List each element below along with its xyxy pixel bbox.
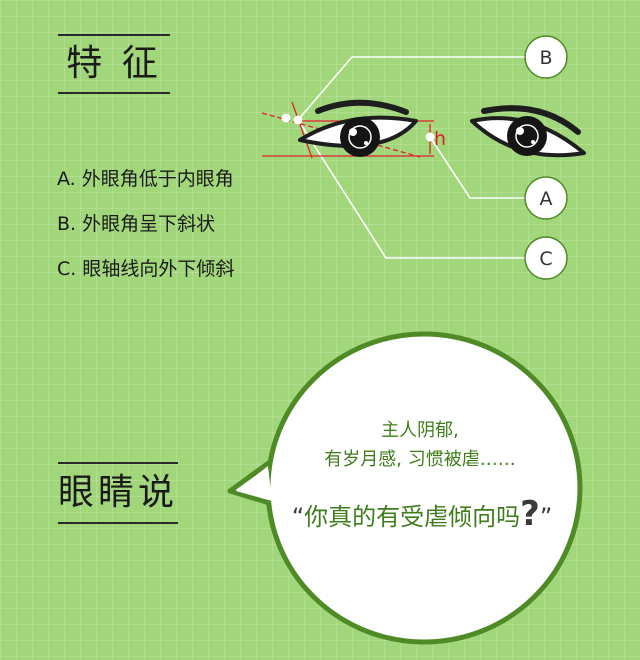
marker-point-3 <box>425 132 435 142</box>
point-markers <box>281 113 435 142</box>
feature-item-b: B. 外眼角呈下斜状 <box>57 213 216 235</box>
bubble-line-1: 主人阴郁, <box>381 420 459 441</box>
badge-b: B <box>524 35 568 79</box>
feature-item-c: C. 眼轴线向外下倾斜 <box>57 258 235 280</box>
badge-c: C <box>524 236 568 280</box>
close-quote: ” <box>539 503 553 531</box>
speech-bubble <box>227 331 583 645</box>
marker-point-1 <box>281 113 291 123</box>
badge-c-label: C <box>539 248 552 270</box>
feature-item-a: A. 外眼角低于内眼角 <box>57 168 234 190</box>
bubble-question: “你真的有受虐倾向吗?” <box>262 494 582 534</box>
open-quote: “ <box>291 503 305 531</box>
bubble-line-2: 有岁月感, 习惯被虐…… <box>324 449 516 470</box>
section-title-features: 特 征 <box>58 34 170 94</box>
question-text: 你真的有受虐倾向吗 <box>304 503 521 531</box>
height-label: h <box>434 128 446 150</box>
badge-a: A <box>524 176 568 220</box>
feature-list: A. 外眼角低于内眼角 B. 外眼角呈下斜状 C. 眼轴线向外下倾斜 <box>57 162 234 297</box>
badge-a-label: A <box>540 188 553 210</box>
question-mark: ? <box>520 494 540 534</box>
marker-point-2 <box>293 115 303 125</box>
connector-lines <box>297 56 526 259</box>
right-eye <box>470 105 586 158</box>
badge-b-label: B <box>539 47 552 69</box>
left-eye <box>298 99 418 157</box>
section-title-eyes-say: 眼睛说 <box>58 462 178 524</box>
